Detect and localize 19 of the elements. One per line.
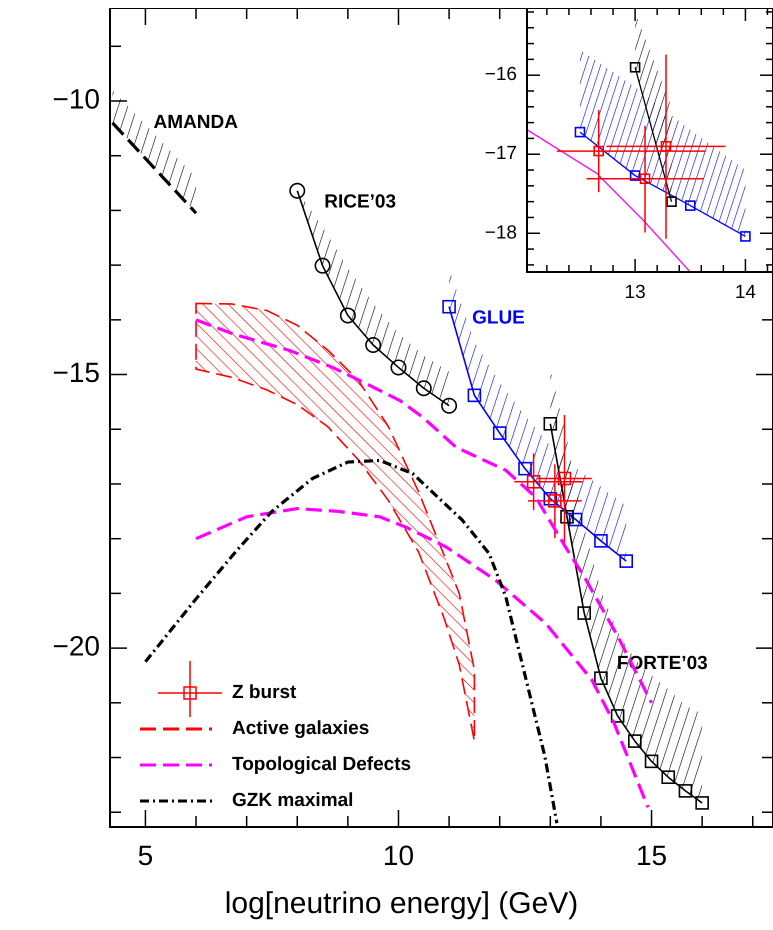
x-tick-label: 10	[382, 840, 414, 871]
series-label: AMANDA	[154, 112, 238, 133]
y-tick-label: −20	[52, 630, 100, 662]
x-tick-label: 14	[734, 282, 756, 303]
y-tick-label: −16	[484, 64, 517, 86]
legend-label: Topological Defects	[232, 754, 412, 776]
legend-label: GZK maximal	[232, 790, 354, 812]
series-label: RICE’03	[324, 192, 396, 213]
y-tick-label: −10	[52, 83, 100, 114]
x-tick-label: 5	[138, 840, 154, 871]
legend-label: Active galaxies	[232, 718, 370, 740]
series-label: GLUE	[472, 308, 525, 329]
y-tick-label: −17	[484, 143, 517, 164]
x-axis-title: log[neutrino energy] (GeV)	[224, 887, 578, 920]
x-tick-label: 15	[636, 840, 668, 871]
y-tick-label: −18	[484, 222, 517, 244]
legend-label: Z burst	[232, 682, 298, 704]
y-tick-label: −15	[52, 356, 100, 388]
x-tick-label: 13	[624, 282, 646, 303]
